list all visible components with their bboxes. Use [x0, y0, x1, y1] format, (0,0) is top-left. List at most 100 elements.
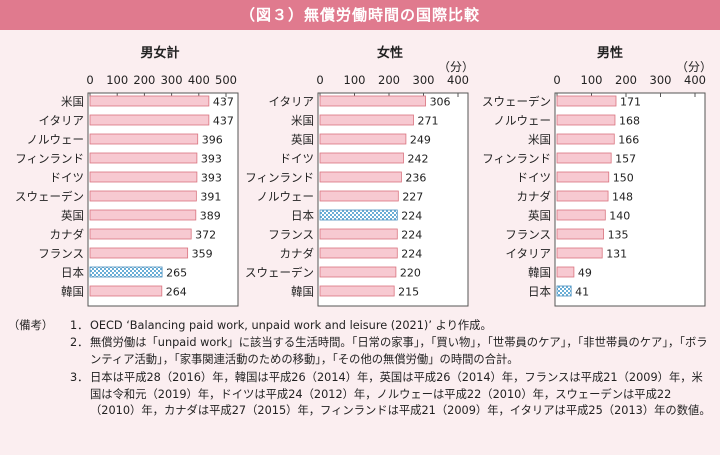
bar	[556, 114, 616, 126]
category-label: ノルウェー	[494, 114, 552, 128]
value-label: 393	[201, 172, 222, 185]
category-label: スウェーデン	[245, 266, 314, 280]
value-label: 220	[400, 267, 421, 280]
bar	[319, 114, 414, 126]
bar	[556, 133, 615, 145]
value-label: 41	[575, 286, 589, 299]
panel-title-total: 男女計	[140, 46, 180, 61]
value-label: 271	[417, 115, 438, 128]
value-label: 372	[195, 229, 216, 242]
bar	[89, 285, 163, 297]
x-tick-label: 400	[447, 73, 469, 87]
chart-total: 0 100 200 300 400 500 米国 437 イタリア 437 ノルウェー 396 フィンラ…	[15, 73, 239, 307]
category-label: カナダ	[517, 190, 552, 204]
category-label: ドイツ	[517, 171, 552, 185]
bar	[319, 95, 426, 107]
value-label: 396	[202, 134, 223, 147]
value-label: 224	[401, 229, 422, 242]
category-label: 日本	[528, 285, 551, 299]
unit-label-female: （分）	[438, 60, 475, 74]
value-label: 391	[200, 191, 221, 204]
category-label: 韓国	[528, 266, 551, 280]
value-label: 168	[619, 115, 640, 128]
category-label: 英国	[291, 133, 314, 147]
bar	[556, 266, 575, 278]
charts-area: 0 100 200 300 400 500 米国 437 イタリア 437 ノルウェー 396 フィンラ…	[15, 73, 706, 307]
bar	[319, 152, 404, 164]
value-label: 306	[430, 96, 451, 109]
x-tick-label: 200	[615, 73, 637, 87]
x-tick-label: 0	[316, 73, 323, 87]
note-3-number: 3．	[70, 371, 89, 384]
bar	[89, 247, 189, 259]
category-label: イタリア	[38, 114, 84, 128]
note-1-number: 1．	[70, 319, 89, 332]
bar	[319, 266, 397, 278]
category-label: イタリア	[505, 247, 551, 261]
value-label: 389	[200, 210, 221, 223]
x-tick-label: 300	[650, 73, 672, 87]
x-tick-label: 100	[344, 73, 366, 87]
category-label: イタリア	[268, 95, 314, 109]
value-label: 236	[405, 172, 426, 185]
bar	[89, 152, 198, 164]
value-label: 265	[166, 267, 187, 280]
bar	[319, 247, 398, 259]
panel-title-male: 男性	[596, 46, 623, 61]
chart-female: 0 100 200 300 400 イタリア 306 米国 271 英国 249 ドイツ 242 フィンラ…	[245, 73, 469, 307]
value-label: 249	[410, 134, 431, 147]
category-label: カナダ	[50, 228, 85, 242]
x-tick-label: 0	[553, 73, 560, 87]
bar	[556, 247, 603, 259]
x-tick-label: 300	[413, 73, 435, 87]
category-label: 米国	[291, 114, 314, 128]
value-label: 148	[612, 191, 633, 204]
value-label: 131	[606, 248, 627, 261]
value-label: 215	[398, 286, 419, 299]
panel-title-female: 女性	[376, 46, 403, 61]
bar	[556, 152, 612, 164]
note-2-text: 無償労働は「unpaid work」に該当する生活時間。「日常の家事」，「買い物…	[90, 336, 708, 366]
category-label: ドイツ	[280, 152, 315, 166]
bar	[556, 190, 609, 202]
bar	[89, 228, 192, 240]
bar-highlight	[89, 266, 163, 278]
value-label: 264	[166, 286, 187, 299]
value-label: 437	[213, 115, 234, 128]
x-tick-label: 100	[581, 73, 603, 87]
chart-male: 0 100 200 300 400 スウェーデン 171 ノルウェー 168 米国 166 フィンラン…	[482, 73, 706, 307]
x-tick-label: 100	[106, 73, 128, 87]
notes-heading: （備考）	[8, 319, 54, 332]
category-label: フランス	[268, 228, 314, 242]
note-2-number: 2．	[70, 336, 89, 349]
bar	[319, 133, 407, 145]
bar	[556, 228, 604, 240]
bar	[89, 95, 210, 107]
category-label: フィンランド	[482, 152, 551, 166]
category-label: 韓国	[291, 285, 314, 299]
x-tick-label: 300	[161, 73, 183, 87]
value-label: 227	[402, 191, 423, 204]
bar-highlight	[556, 285, 572, 297]
x-tick-label: 400	[684, 73, 706, 87]
category-label: ノルウェー	[257, 190, 315, 204]
bar	[319, 285, 395, 297]
category-label: 米国	[61, 95, 84, 109]
x-tick-label: 0	[86, 73, 93, 87]
x-tick-label: 400	[188, 73, 210, 87]
category-label: フィンランド	[15, 152, 84, 166]
category-label: 日本	[291, 209, 314, 223]
bar	[89, 133, 199, 145]
bar	[319, 190, 399, 202]
value-label: 437	[213, 96, 234, 109]
category-label: 米国	[528, 133, 551, 147]
bar	[556, 171, 610, 183]
bar	[556, 95, 617, 107]
category-label: 韓国	[61, 285, 84, 299]
value-label: 393	[201, 153, 222, 166]
bar	[89, 190, 197, 202]
note-1-text: OECD ‘Balancing paid work, unpaid work a…	[90, 319, 492, 332]
bar	[89, 209, 197, 221]
value-label: 224	[401, 210, 422, 223]
value-label: 49	[578, 267, 592, 280]
